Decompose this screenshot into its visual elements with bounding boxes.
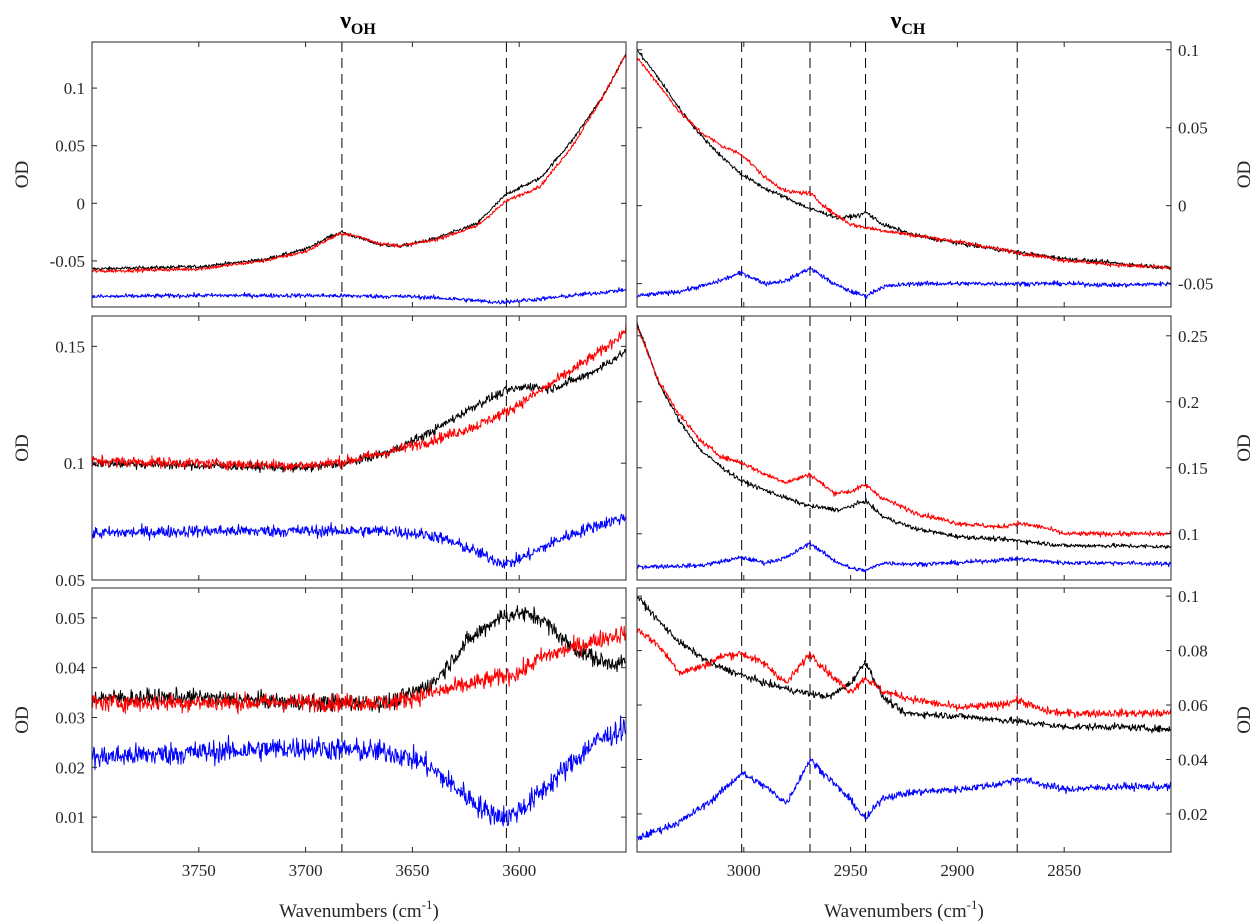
y-tick-label: 0.1	[1178, 41, 1199, 60]
series-trace-1	[637, 325, 1171, 538]
x-tick-label: 3000	[727, 861, 761, 880]
series-trace-2	[92, 715, 626, 827]
y-tick-label: 0.05	[55, 571, 85, 590]
axes-frame	[636, 587, 1172, 853]
series-trace-0	[637, 321, 1171, 550]
panel-ch-middle: 0.25 0.2 0.15 0.1 OD	[636, 315, 1255, 581]
panel-ch-bottom: 3000 2950 2900 2850 0.1 0.08 0.06 0.04 0.02 OD Wav…	[636, 587, 1255, 922]
y-tick-label: -0.05	[1178, 275, 1213, 294]
y-tick-label: 0.08	[1178, 642, 1208, 661]
series-trace-2	[637, 265, 1171, 299]
y-tick-label: 0.1	[64, 79, 85, 98]
y-tick-label: 0	[1178, 197, 1187, 216]
series-trace-0	[637, 595, 1171, 734]
y-tick-label: 0.02	[55, 758, 85, 777]
y-tick-label: 0.1	[64, 454, 85, 473]
y-tick-label: 0.05	[55, 137, 85, 156]
axes-frame	[91, 315, 627, 581]
series-trace-1	[92, 625, 626, 715]
x-tick-label: 3700	[289, 861, 323, 880]
y-tick-label: 0.04	[1178, 750, 1208, 769]
axes-frame	[636, 41, 1172, 308]
panel-ch-top: 0.1 0.05 0 -0.05 OD	[636, 41, 1255, 308]
axes-frame	[91, 41, 627, 308]
panels-layer: 0.1 0.05 0 -0.05 OD 0.1 0.05 0 -0.05 OD 0.15 0.1 0.0…	[12, 41, 1255, 922]
y-tick-label: 0.02	[1178, 805, 1208, 824]
y-tick-label: 0.06	[1178, 696, 1208, 715]
panel-oh-bottom: 3750 3700 3650 3600 0.05 0.04 0.03 0.02 0.01 OD Wa…	[12, 587, 627, 922]
x-axis-label: Wavenumbers (cm-1)	[279, 897, 439, 922]
y-tick-label: 0	[77, 194, 86, 213]
y-axis-label: OD	[1234, 434, 1255, 461]
y-axis-label: OD	[12, 706, 33, 733]
panel-oh-top: 0.1 0.05 0 -0.05 OD	[12, 41, 627, 308]
y-tick-label: -0.05	[50, 252, 85, 271]
x-axis-label: Wavenumbers (cm-1)	[824, 897, 984, 922]
y-tick-label: 0.1	[1178, 525, 1199, 544]
x-tick-label: 3650	[395, 861, 429, 880]
series-trace-1	[92, 51, 626, 274]
y-axis-label: OD	[12, 434, 33, 461]
y-axis-label: OD	[1234, 161, 1255, 188]
series-trace-2	[92, 287, 626, 305]
y-tick-label: 0.25	[1178, 327, 1208, 346]
series-trace-2	[637, 757, 1171, 841]
axes-frame	[91, 587, 627, 853]
x-tick-label: 2850	[1047, 861, 1081, 880]
series-trace-2	[637, 541, 1171, 574]
y-axis-label: OD	[1234, 706, 1255, 733]
y-tick-label: 0.15	[1178, 459, 1208, 478]
y-tick-label: 0.05	[55, 609, 85, 628]
y-tick-label: 0.01	[55, 808, 85, 827]
y-tick-label: 0.1	[1178, 587, 1199, 606]
y-tick-label: 0.04	[55, 659, 85, 678]
series-trace-1	[637, 627, 1171, 719]
y-tick-label: 0.05	[1178, 119, 1208, 138]
x-tick-label: 2950	[834, 861, 868, 880]
x-tick-label: 2900	[940, 861, 974, 880]
y-tick-label: 0.2	[1178, 393, 1199, 412]
y-tick-label: 0.15	[55, 337, 85, 356]
series-trace-2	[92, 513, 626, 569]
series-trace-1	[637, 57, 1171, 270]
series-trace-1	[92, 322, 626, 472]
panel-oh-middle: 0.15 0.1 0.05 OD	[12, 315, 627, 590]
y-tick-label: 0.03	[55, 709, 85, 728]
x-tick-label: 3750	[182, 861, 216, 880]
y-axis-label: OD	[12, 161, 33, 188]
x-tick-label: 3600	[502, 861, 536, 880]
series-trace-0	[637, 49, 1171, 270]
axes-frame	[636, 315, 1172, 581]
